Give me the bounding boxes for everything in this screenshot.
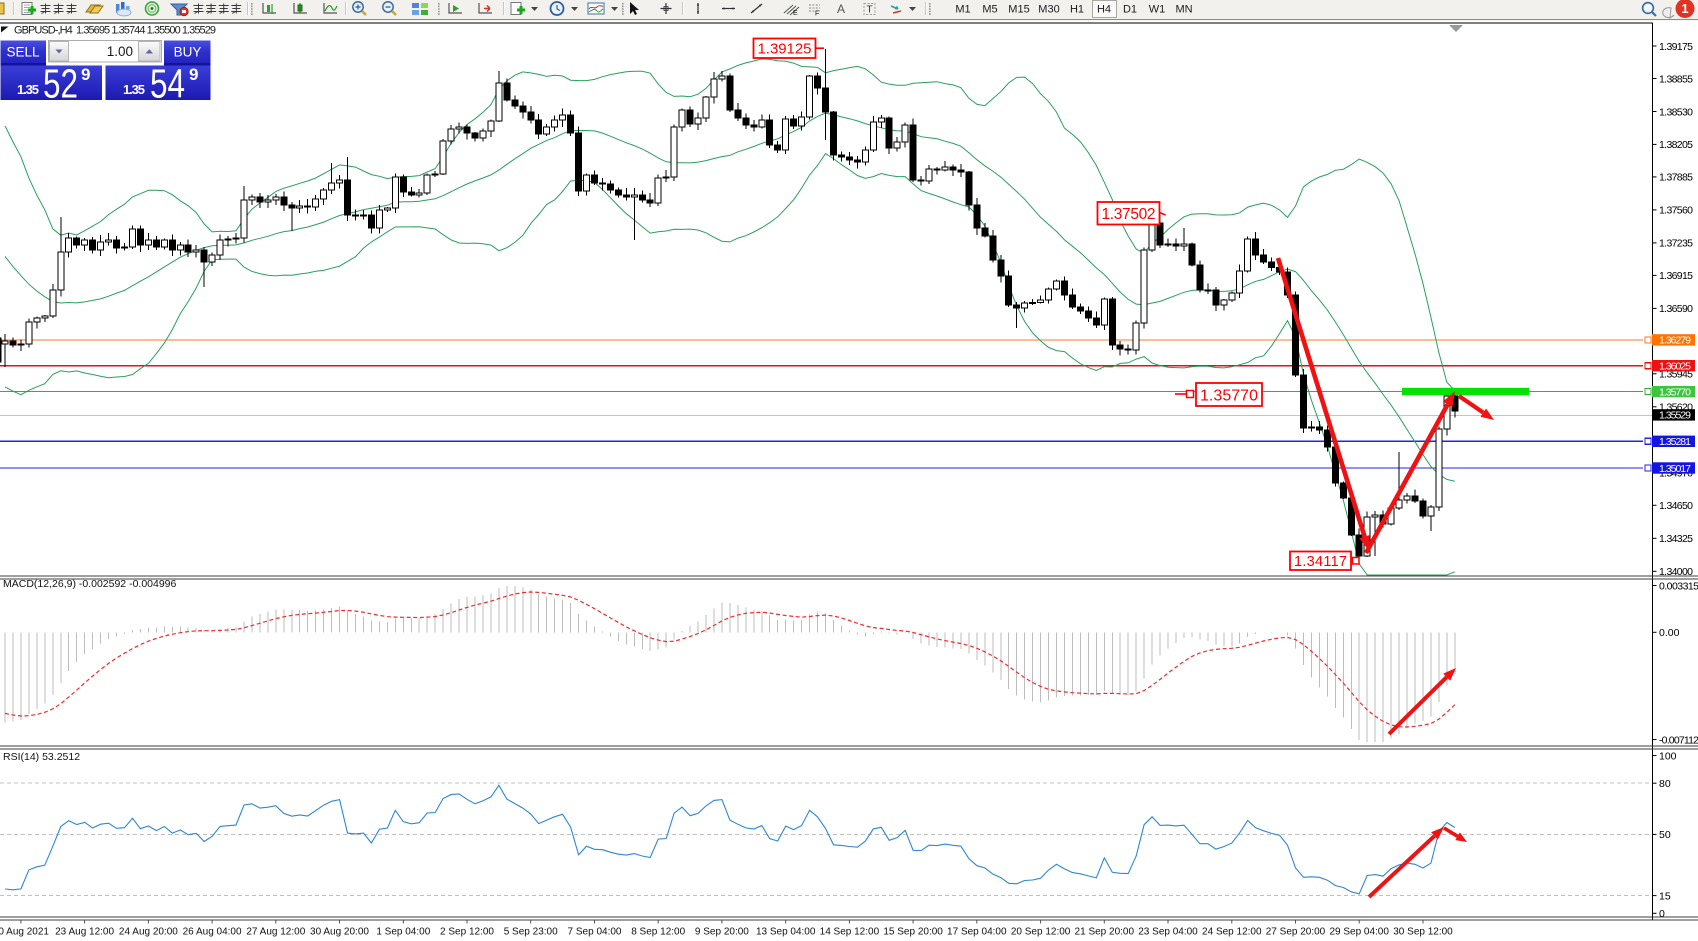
svg-text:1: 1 <box>1681 1 1688 16</box>
svg-text:100: 100 <box>1659 750 1677 762</box>
svg-text:5 Sep 23:00: 5 Sep 23:00 <box>504 927 558 938</box>
svg-text:30 Aug 20:00: 30 Aug 20:00 <box>310 927 369 938</box>
svg-text:W1: W1 <box>1149 4 1166 16</box>
svg-text:0: 0 <box>1659 908 1665 920</box>
svg-text:MACD(12,26,9) -0.002592 -0.004: MACD(12,26,9) -0.002592 -0.004996 <box>3 578 177 590</box>
svg-text:52: 52 <box>43 61 78 107</box>
svg-text:1.35017: 1.35017 <box>1659 463 1691 475</box>
svg-text:SELL: SELL <box>6 45 40 60</box>
svg-text:1.36915: 1.36915 <box>1659 270 1693 282</box>
svg-text:0.00: 0.00 <box>1659 627 1680 639</box>
svg-text:T: T <box>867 5 873 16</box>
svg-text:1.38530: 1.38530 <box>1659 106 1693 118</box>
svg-text:9 Sep 20:00: 9 Sep 20:00 <box>695 927 749 938</box>
svg-text:24 Sep 12:00: 24 Sep 12:00 <box>1202 927 1262 938</box>
svg-text:F: F <box>815 11 819 18</box>
svg-text:1.35529: 1.35529 <box>1659 410 1691 422</box>
svg-text:13 Sep 04:00: 13 Sep 04:00 <box>756 927 816 938</box>
svg-text:1.35: 1.35 <box>17 82 39 97</box>
svg-text:23 Sep 04:00: 23 Sep 04:00 <box>1138 927 1198 938</box>
svg-text:1.37502: 1.37502 <box>1102 206 1156 223</box>
svg-text:27 Sep 20:00: 27 Sep 20:00 <box>1266 927 1326 938</box>
svg-text:1.35: 1.35 <box>123 82 145 97</box>
svg-text:D1: D1 <box>1123 4 1137 16</box>
svg-text:9: 9 <box>189 65 198 84</box>
svg-text:17 Sep 04:00: 17 Sep 04:00 <box>947 927 1007 938</box>
svg-text:M5: M5 <box>982 4 997 16</box>
svg-text:29 Sep 04:00: 29 Sep 04:00 <box>1329 927 1389 938</box>
svg-text:1.36025: 1.36025 <box>1659 361 1691 373</box>
svg-text:1.34325: 1.34325 <box>1659 533 1693 545</box>
svg-text:9: 9 <box>81 65 90 84</box>
svg-text:1.36590: 1.36590 <box>1659 303 1693 315</box>
svg-text:1.34117: 1.34117 <box>1294 554 1347 570</box>
svg-text:1.38855: 1.38855 <box>1659 73 1693 85</box>
svg-text:27 Aug 12:00: 27 Aug 12:00 <box>246 927 305 938</box>
svg-text:23 Aug 12:00: 23 Aug 12:00 <box>55 927 114 938</box>
svg-text:20 Sep 12:00: 20 Sep 12:00 <box>1011 927 1071 938</box>
svg-text:15 Sep 20:00: 15 Sep 20:00 <box>883 927 943 938</box>
svg-text:RSI(14) 53.2512: RSI(14) 53.2512 <box>3 751 80 763</box>
svg-text:M1: M1 <box>955 4 970 16</box>
svg-text:80: 80 <box>1659 778 1671 790</box>
svg-text:1.36279: 1.36279 <box>1659 335 1691 347</box>
svg-text:1.35770: 1.35770 <box>1659 386 1691 398</box>
svg-text:2 Sep 12:00: 2 Sep 12:00 <box>440 927 494 938</box>
svg-text:GBPUSD-,H4 1.35695 1.35744 1.: GBPUSD-,H4 1.35695 1.35744 1.35500 1.355… <box>14 25 216 37</box>
svg-text:1.35281: 1.35281 <box>1659 436 1691 448</box>
svg-text:BUY: BUY <box>174 45 202 60</box>
svg-text:1.38205: 1.38205 <box>1659 139 1693 151</box>
svg-text:E: E <box>793 10 798 17</box>
svg-text:21 Sep 20:00: 21 Sep 20:00 <box>1075 927 1135 938</box>
svg-text:1.37560: 1.37560 <box>1659 205 1693 217</box>
svg-text:H1: H1 <box>1070 4 1084 16</box>
svg-text:15: 15 <box>1659 890 1671 902</box>
svg-text:A: A <box>837 2 845 16</box>
svg-text:-0.007112: -0.007112 <box>1659 734 1698 746</box>
svg-text:H4: H4 <box>1097 4 1111 16</box>
svg-text:20 Aug 2021: 20 Aug 2021 <box>0 927 49 938</box>
svg-text:30 Sep 12:00: 30 Sep 12:00 <box>1393 927 1453 938</box>
svg-text:1.34000: 1.34000 <box>1659 566 1693 578</box>
svg-text:1.39175: 1.39175 <box>1659 41 1693 53</box>
svg-text:1.37885: 1.37885 <box>1659 172 1693 184</box>
svg-text:1 Sep 04:00: 1 Sep 04:00 <box>376 927 430 938</box>
svg-text:1.34650: 1.34650 <box>1659 500 1693 512</box>
svg-text:26 Aug 04:00: 26 Aug 04:00 <box>183 927 242 938</box>
svg-text:1.37235: 1.37235 <box>1659 238 1693 250</box>
svg-text:M30: M30 <box>1038 4 1059 16</box>
svg-text:54: 54 <box>150 61 185 107</box>
svg-text:0.003315: 0.003315 <box>1659 580 1698 592</box>
svg-text:14 Sep 12:00: 14 Sep 12:00 <box>820 927 880 938</box>
svg-text:1.35945: 1.35945 <box>1659 369 1693 381</box>
svg-text:1.39125: 1.39125 <box>758 41 812 58</box>
svg-text:MN: MN <box>1175 4 1192 16</box>
svg-text:1.35770: 1.35770 <box>1200 387 1258 404</box>
svg-text:50: 50 <box>1659 829 1671 841</box>
svg-text:7 Sep 04:00: 7 Sep 04:00 <box>568 927 622 938</box>
svg-text:8 Sep 12:00: 8 Sep 12:00 <box>631 927 685 938</box>
svg-text:1.00: 1.00 <box>107 44 133 59</box>
svg-text:24 Aug 20:00: 24 Aug 20:00 <box>119 927 178 938</box>
svg-text:M15: M15 <box>1008 4 1029 16</box>
